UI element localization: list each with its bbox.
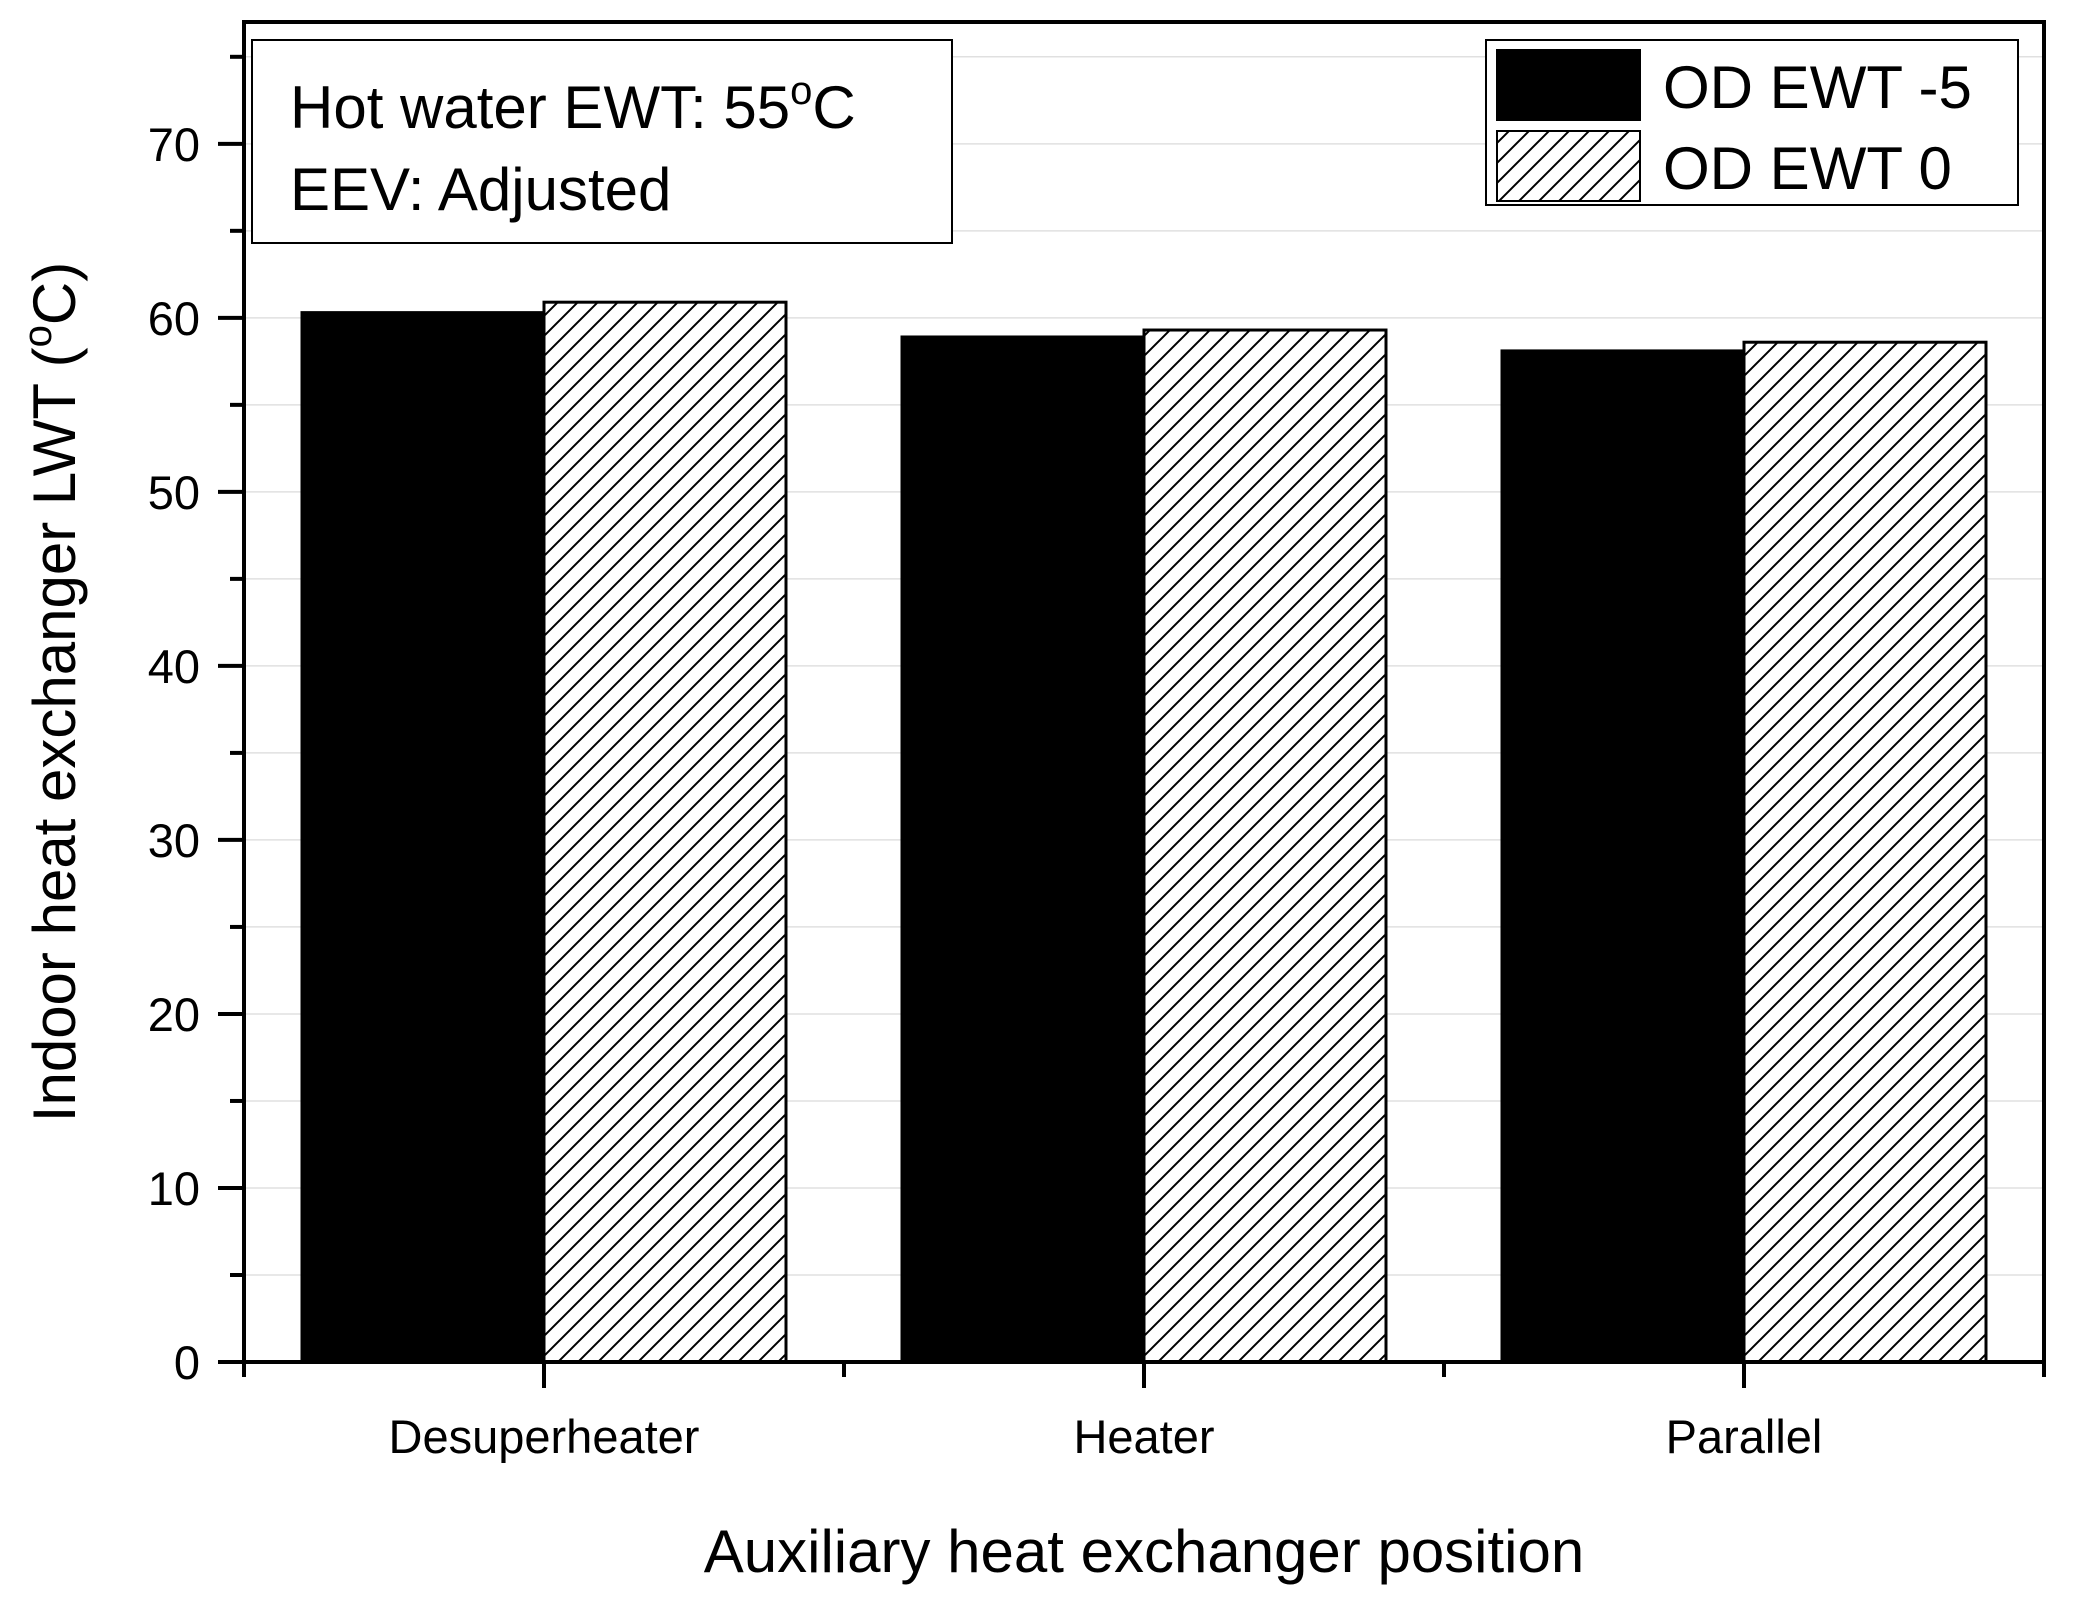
- bars: [300, 300, 1988, 1364]
- y-tick-label: 10: [148, 1162, 200, 1215]
- y-tick-label: 20: [148, 988, 200, 1041]
- bar-desuperheater-od-ewt-minus-5: [300, 311, 546, 1364]
- y-tick-label: 60: [148, 292, 200, 345]
- y-tick-label: 70: [148, 118, 200, 171]
- annotation-frame: [251, 39, 953, 244]
- bar-desuperheater-od-ewt-0: [542, 300, 788, 1364]
- x-axis-title: Auxiliary heat exchanger position: [704, 1518, 1585, 1585]
- y-axis-title: Indoor heat exchanger LWT (oC): [16, 262, 88, 1122]
- y-axis-title-degree: o: [16, 325, 60, 347]
- x-axis: Desuperheater Heater Parallel: [242, 1362, 2046, 1463]
- bar-parallel-od-ewt-0: [1742, 340, 1988, 1364]
- legend-swatch-od-ewt-minus-5: [1496, 49, 1641, 121]
- annotation-line-1: Hot water EWT: 55oC: [290, 69, 856, 141]
- legend-label-od-ewt-minus-5: OD EWT -5: [1663, 54, 1972, 121]
- annotation-line-1-end: C: [812, 74, 855, 141]
- legend: OD EWT -5 OD EWT 0: [1485, 39, 2019, 206]
- annotation-line-1-main: Hot water EWT: 55: [290, 74, 790, 141]
- y-axis-title-end: C): [21, 262, 88, 325]
- annotation-line-1-degree: o: [790, 69, 812, 113]
- y-axis-title-main: Indoor heat exchanger LWT (: [21, 347, 88, 1122]
- x-tick-label: Heater: [1073, 1410, 1214, 1463]
- y-tick-label: 0: [174, 1336, 200, 1389]
- y-tick-label: 50: [148, 466, 200, 519]
- y-axis: 0 10 20 30 40 50 60 70: [148, 54, 244, 1389]
- y-tick-label: 30: [148, 814, 200, 867]
- y-tick-label: 40: [148, 640, 200, 693]
- legend-label-od-ewt-0: OD EWT 0: [1663, 135, 1952, 202]
- bar-heater-od-ewt-minus-5: [900, 335, 1146, 1364]
- bar-parallel-od-ewt-minus-5: [1500, 349, 1746, 1364]
- bar-heater-od-ewt-0: [1142, 328, 1388, 1364]
- legend-swatch-od-ewt-0: [1496, 130, 1641, 202]
- annotation-line-2: EEV: Adjusted: [290, 156, 671, 223]
- x-tick-label: Desuperheater: [389, 1410, 700, 1463]
- x-tick-label: Parallel: [1666, 1410, 1823, 1463]
- annotation-box: Hot water EWT: 55oC EEV: Adjusted: [251, 39, 953, 244]
